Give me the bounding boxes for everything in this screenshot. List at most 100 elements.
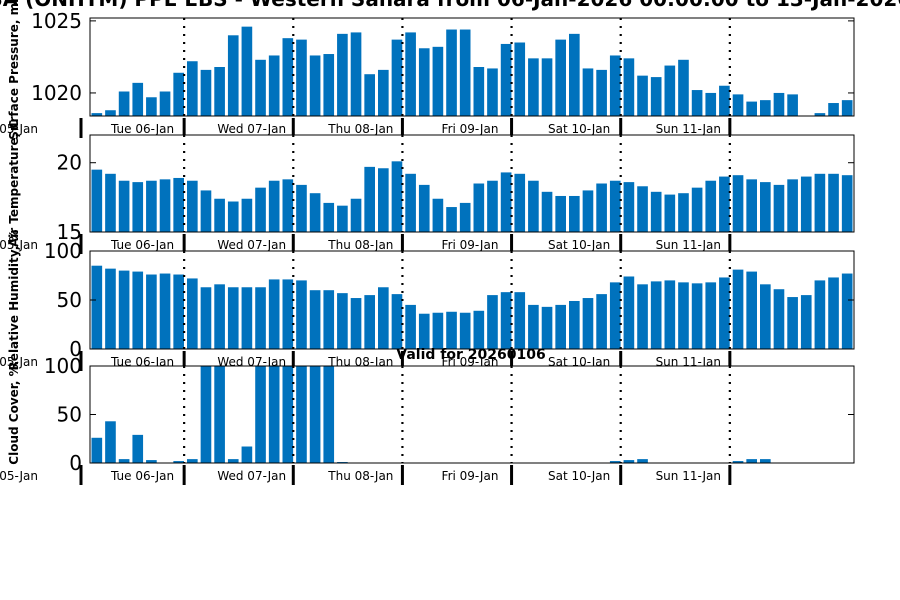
bar	[664, 280, 676, 349]
bar	[678, 193, 689, 232]
bar	[405, 32, 416, 116]
x-day-label: Sun 11-Jan	[656, 238, 721, 252]
bar	[541, 191, 553, 232]
bar	[255, 59, 266, 116]
bar	[446, 311, 457, 349]
x-start-label: Mon 05-Jan	[0, 238, 38, 252]
plot-frame	[89, 134, 855, 233]
bar	[187, 459, 198, 463]
bar	[555, 304, 566, 349]
bar	[337, 293, 348, 349]
bar	[814, 173, 826, 232]
panel-4: 0 50 100 Mon 05-Jan Tue 06-Jan Wed 07-Jan Thu …	[0, 354, 855, 485]
bar	[309, 55, 321, 116]
bar	[418, 184, 430, 232]
bar	[678, 59, 689, 116]
bar	[678, 282, 689, 349]
bar	[159, 179, 171, 232]
bar	[105, 110, 116, 116]
bar	[841, 100, 853, 116]
bar	[432, 198, 444, 232]
bar	[173, 274, 184, 349]
bar	[705, 282, 717, 349]
bar	[200, 190, 212, 232]
y-tick-label: 0	[69, 337, 82, 361]
bar	[609, 55, 621, 116]
bar	[132, 182, 144, 232]
bar	[268, 279, 280, 349]
bar	[405, 304, 416, 349]
bar	[623, 58, 635, 116]
bar	[760, 284, 771, 349]
bar	[719, 176, 730, 232]
y-axis-label: Relative Humidity, %	[7, 230, 21, 371]
y-tick-label: 1020	[31, 81, 82, 105]
x-day-label: Fri 09-Jan	[442, 238, 499, 252]
bar	[309, 290, 321, 349]
bar	[378, 287, 389, 349]
y-tick-label: 0	[69, 451, 82, 475]
bar	[146, 274, 157, 349]
bar	[719, 277, 730, 349]
y-axis-label: Cloud Cover, %	[7, 364, 21, 464]
bar	[364, 295, 375, 349]
chart-title: ECMWF CSA (ONHTM) PPE EBS - Western Saha…	[0, 0, 900, 11]
bar	[487, 295, 498, 349]
bar	[405, 173, 416, 232]
y-tick-label: 100	[44, 354, 82, 378]
bar	[609, 461, 621, 463]
bar	[760, 182, 771, 232]
bar	[118, 459, 130, 463]
bar	[637, 75, 648, 116]
x-day-label: Wed 07-Jan	[217, 238, 286, 252]
bar	[255, 287, 266, 349]
y-axis-label: Air Temperature, C	[7, 120, 21, 248]
bar	[350, 32, 362, 116]
panel-3: 0 50 100 Mon 05-Jan Tue 06-Jan Wed 07-Jan Thu …	[0, 230, 855, 371]
bar	[596, 183, 607, 232]
panel-2: 15 20 Mon 05-Jan Tue 06-Jan Wed 07-Jan Thu 08…	[0, 120, 855, 254]
bar	[227, 35, 239, 117]
bar	[760, 100, 771, 116]
bar	[337, 33, 348, 117]
bar	[459, 29, 471, 116]
bar	[650, 281, 662, 349]
bar	[773, 289, 785, 349]
bar	[528, 180, 539, 232]
bar	[500, 172, 512, 232]
bar	[91, 169, 103, 232]
bar	[541, 306, 553, 349]
bar	[500, 43, 512, 116]
bar	[800, 176, 812, 232]
bar	[105, 173, 116, 232]
bar	[650, 77, 662, 116]
bar	[664, 65, 676, 116]
bar	[323, 202, 335, 232]
bar	[760, 459, 771, 463]
x-start-label: Mon 05-Jan	[0, 355, 38, 369]
bar	[609, 180, 621, 232]
bar	[828, 103, 839, 116]
bar	[800, 295, 812, 349]
bar	[173, 72, 184, 116]
bar	[582, 298, 594, 349]
bar	[528, 58, 539, 116]
bar	[596, 294, 607, 349]
bar	[841, 273, 853, 349]
bar	[473, 67, 485, 116]
bar	[787, 94, 798, 116]
panel-1: 1020 1025 Mon 05-Jan Tue 06-Jan Wed 07-Jan Th…	[0, 0, 855, 140]
bar	[705, 180, 717, 232]
bar	[91, 265, 103, 349]
bar	[773, 184, 785, 232]
bar	[337, 205, 348, 232]
bar	[446, 207, 457, 232]
bar	[227, 201, 239, 232]
bar	[200, 287, 212, 349]
bar	[473, 310, 485, 349]
x-day-label: Sat 10-Jan	[548, 469, 610, 483]
bar	[118, 270, 130, 349]
bar	[282, 366, 294, 463]
bar	[487, 180, 498, 232]
bar	[268, 180, 280, 232]
